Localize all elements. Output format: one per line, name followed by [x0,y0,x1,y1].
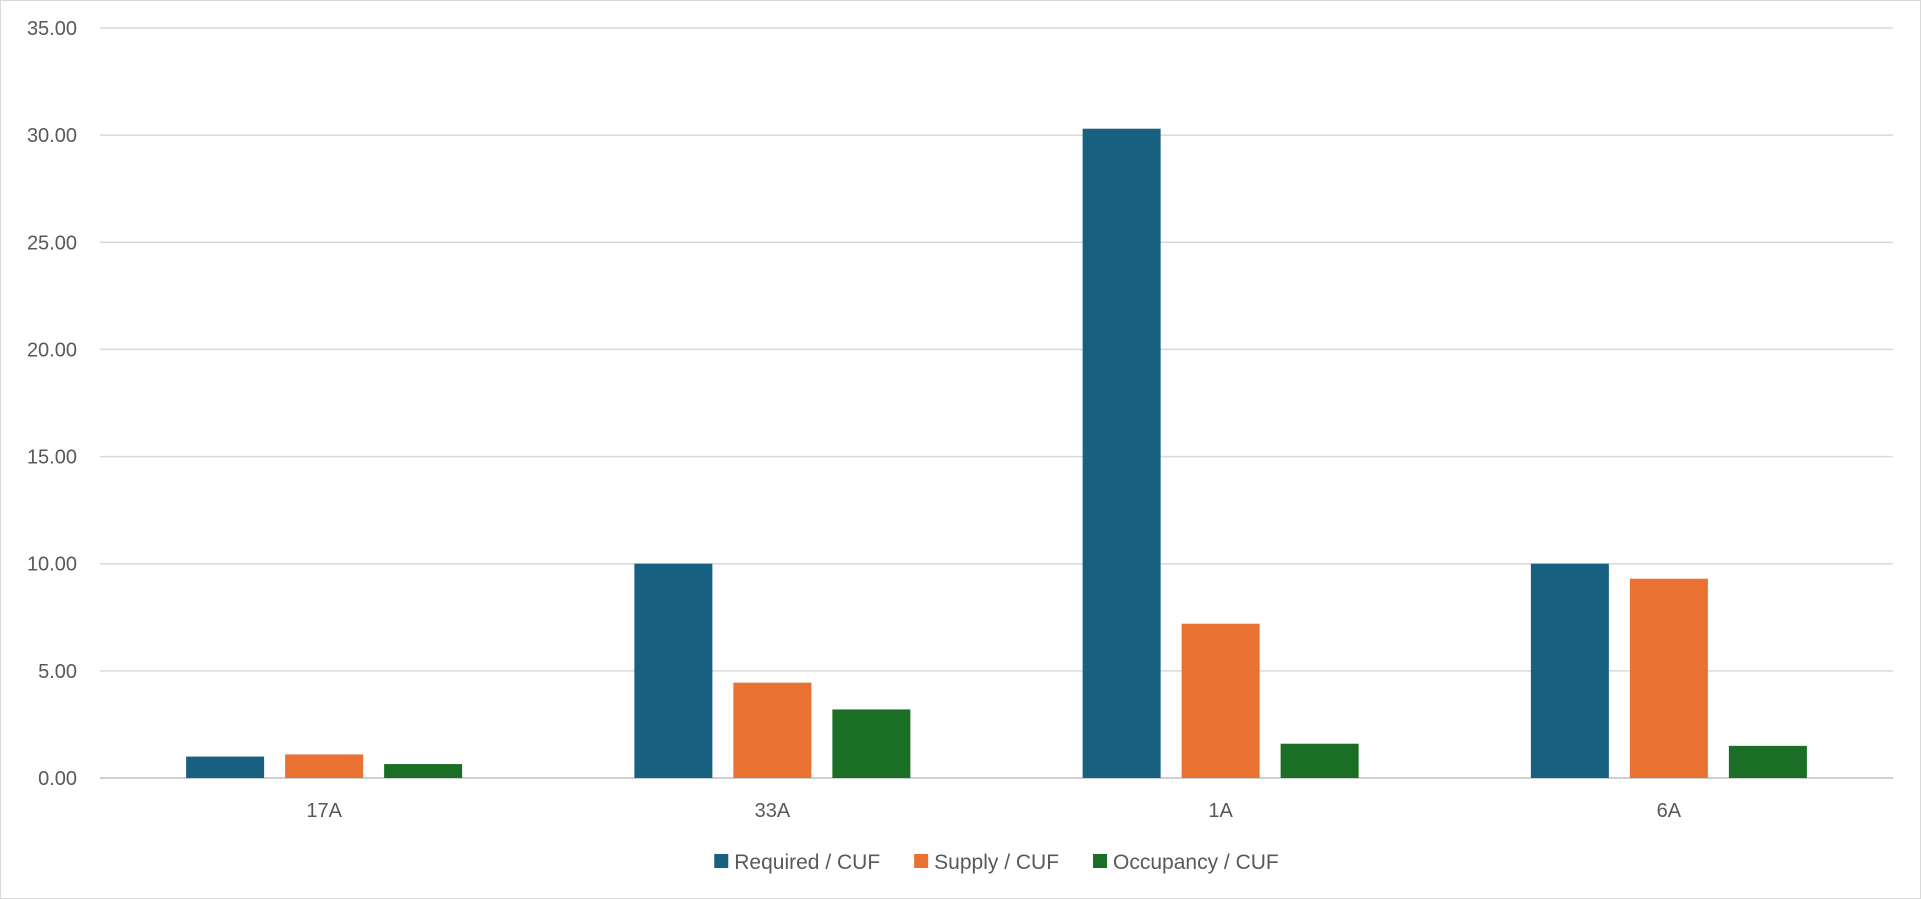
bar-6A-series-3 [1728,745,1807,778]
legend-item: Occupancy / CUF [1093,851,1279,874]
legend-swatch [1093,854,1108,868]
legend-swatch [914,854,929,868]
bar-33A-series-1 [634,563,713,778]
x-tick-label: 6A [1657,800,1682,822]
x-tick-label: 33A [755,800,791,822]
x-axis-tick-labels: 17A 33A 1A 6A [306,800,1681,822]
y-axis-tick-labels: 0.00 5.00 10.00 15.00 20.00 25.00 30.00 35.00 [27,18,77,790]
y-tick-label: 0.00 [38,768,77,790]
x-tick-label: 1A [1208,800,1233,822]
bar-33A-series-2 [733,682,812,778]
x-tick-label: 17A [306,800,342,822]
y-tick-label: 20.00 [27,339,77,361]
y-tick-label: 15.00 [27,447,77,469]
legend: Required / CUF Supply / CUF Occupancy / CU… [714,851,1279,874]
bar-6A-series-2 [1629,578,1708,778]
legend-label: Occupancy / CUF [1113,851,1279,874]
y-tick-label: 10.00 [27,554,77,576]
bar-1A-series-3 [1280,743,1359,778]
gridlines [100,27,1893,779]
legend-item: Required / CUF [714,851,880,874]
legend-swatch [714,854,729,868]
legend-label: Supply / CUF [934,851,1059,874]
y-tick-label: 30.00 [27,125,77,147]
bar-1A-series-2 [1181,623,1260,778]
legend-label: Required / CUF [734,851,880,874]
bar-17A-series-1 [186,756,265,778]
y-tick-label: 25.00 [27,232,77,254]
legend-item: Supply / CUF [914,851,1059,874]
y-tick-label: 35.00 [27,18,77,40]
bar-17A-series-2 [285,754,364,778]
bar-33A-series-3 [832,709,911,778]
bar-1A-series-1 [1082,128,1161,778]
bars [186,128,1807,778]
bar-6A-series-1 [1530,563,1609,778]
bar-17A-series-3 [384,764,463,778]
y-tick-label: 5.00 [38,661,77,683]
